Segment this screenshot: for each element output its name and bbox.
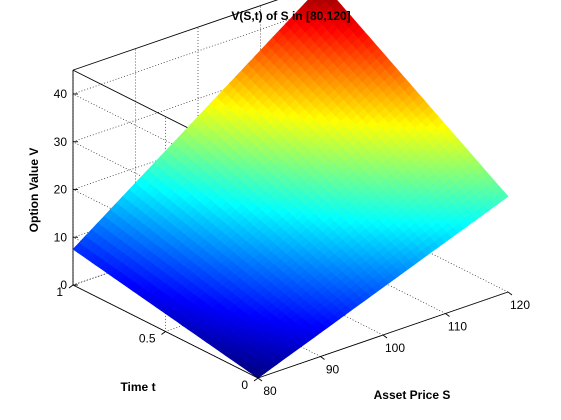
y-tick-label: 0 [241, 378, 248, 392]
x-tick-label: 100 [385, 341, 405, 355]
z-tick-label: 0 [60, 278, 67, 292]
x-tick-mark [320, 356, 325, 360]
surface-patch [496, 190, 509, 202]
y-tick-label: 1 [56, 285, 63, 299]
axes [68, 93, 513, 382]
z-tick-label: 30 [54, 135, 68, 149]
y-tick-mark [161, 331, 166, 335]
chart-title: V(S,t) of S in [80,120] [231, 9, 350, 23]
z-tick-label: 40 [54, 87, 68, 101]
x-axis-label: Asset Price S [374, 388, 451, 402]
y-tick-mark [68, 284, 74, 289]
y-tick-mark [253, 377, 259, 382]
x-tick-mark [445, 313, 450, 317]
surface [72, 0, 509, 379]
x-tick-mark [507, 291, 513, 296]
x-tick-mark [382, 334, 388, 339]
z-axis-label: Option Value V [27, 148, 41, 233]
y-tick-label: 0.5 [139, 332, 156, 346]
z-tick-label: 10 [54, 230, 68, 244]
x-tick-mark [257, 377, 263, 382]
x-tick-label: 90 [326, 363, 340, 377]
x-tick-label: 120 [510, 298, 530, 312]
y-axis-label: Time t [120, 380, 155, 394]
z-tick-label: 20 [54, 183, 68, 197]
x-tick-label: 80 [263, 384, 277, 398]
surface-patch [312, 0, 318, 4]
box-edge [72, 0, 279, 71]
x-tick-label: 110 [448, 320, 467, 334]
